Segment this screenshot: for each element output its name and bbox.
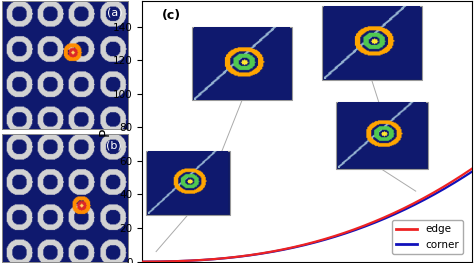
corner — [410, 204, 415, 208]
Line: edge: edge — [142, 169, 472, 262]
edge — [336, 233, 341, 236]
edge — [318, 239, 323, 242]
Bar — [336, 102, 428, 169]
Bar — [192, 27, 292, 100]
Text: (b): (b) — [106, 140, 122, 150]
Text: (a): (a) — [107, 8, 122, 18]
corner — [469, 170, 474, 173]
corner — [318, 239, 323, 242]
edge — [296, 244, 301, 247]
edge — [461, 173, 466, 176]
Line: corner: corner — [142, 172, 472, 262]
corner — [336, 234, 341, 237]
edge — [469, 167, 474, 170]
edge — [298, 244, 303, 247]
corner — [461, 175, 466, 179]
edge — [410, 203, 415, 206]
Legend: edge, corner: edge, corner — [392, 220, 463, 254]
Text: (c): (c) — [162, 9, 181, 22]
corner — [298, 244, 303, 247]
Bar — [322, 6, 422, 80]
corner — [139, 260, 145, 263]
Y-axis label: P: P — [97, 127, 111, 136]
Bar — [146, 151, 230, 215]
edge — [139, 260, 145, 263]
corner — [296, 245, 301, 248]
